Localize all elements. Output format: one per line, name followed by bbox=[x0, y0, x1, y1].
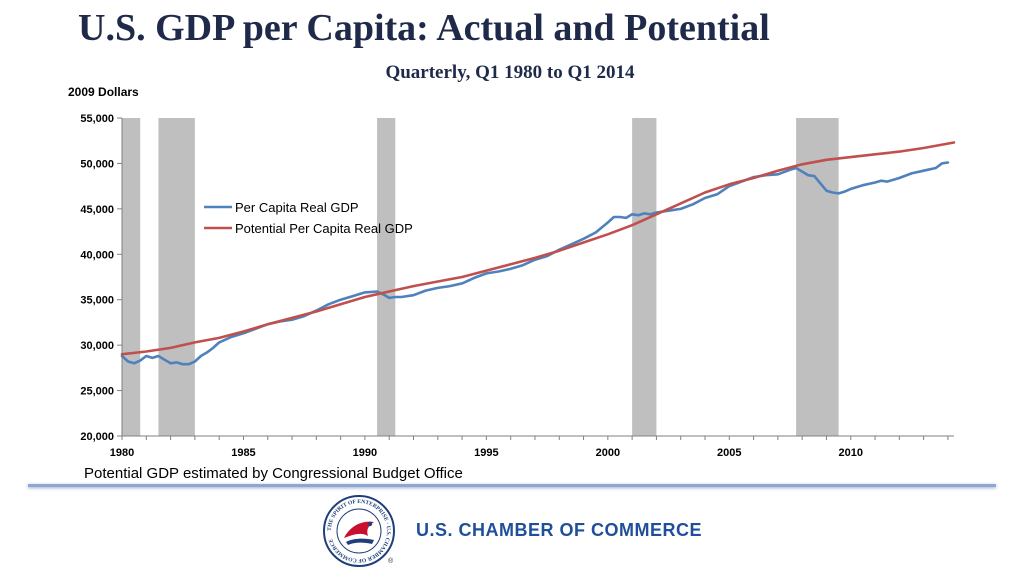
legend-label-1: Potential Per Capita Real GDP bbox=[235, 221, 413, 236]
page-subtitle: Quarterly, Q1 1980 to Q1 2014 bbox=[385, 62, 635, 83]
y-tick-label: 40,000 bbox=[80, 249, 114, 261]
gdp-chart: 20,000 25,000 30,000 35,000 40,000 45,000 50,0… bbox=[80, 113, 956, 459]
organization-name: U.S. CHAMBER OF COMMERCE bbox=[416, 520, 702, 540]
recession-band-2 bbox=[377, 118, 396, 436]
legend-label-0: Per Capita Real GDP bbox=[235, 200, 359, 215]
footer-divider bbox=[28, 484, 996, 487]
x-tick-label: 2010 bbox=[839, 447, 863, 459]
recession-band-4 bbox=[796, 118, 839, 436]
x-tick-label: 1980 bbox=[110, 447, 134, 459]
y-tick-label: 20,000 bbox=[80, 431, 114, 443]
y-tick-label: 45,000 bbox=[80, 204, 114, 216]
chart-series bbox=[120, 141, 956, 366]
y-tick-label: 35,000 bbox=[80, 295, 114, 307]
recession-band-3 bbox=[632, 118, 657, 436]
y-tick-label: 50,000 bbox=[80, 158, 114, 170]
seal-icon: THE SPIRIT OF ENTERPRISE · U.S. CHAMBER … bbox=[323, 495, 395, 567]
chart-legend: Per Capita Real GDP Potential Per Capita … bbox=[204, 200, 413, 236]
x-tick-label: 1990 bbox=[353, 447, 377, 459]
recession-bands bbox=[122, 118, 839, 436]
y-axis-label: 2009 Dollars bbox=[68, 85, 139, 99]
series-line-1 bbox=[120, 141, 956, 356]
page-title: U.S. GDP per Capita: Actual and Potentia… bbox=[78, 7, 770, 49]
y-tick-label: 30,000 bbox=[80, 340, 114, 352]
series-line-0 bbox=[120, 161, 950, 366]
chart-axes: 20,000 25,000 30,000 35,000 40,000 45,000 50,0… bbox=[80, 113, 954, 459]
chamber-seal-logo: THE SPIRIT OF ENTERPRISE · U.S. CHAMBER … bbox=[322, 494, 396, 568]
x-tick-label: 2000 bbox=[596, 447, 620, 459]
registered-mark: ® bbox=[388, 558, 394, 565]
x-tick-label: 1995 bbox=[474, 447, 498, 459]
recession-band-1 bbox=[158, 118, 195, 436]
y-tick-label: 25,000 bbox=[80, 386, 114, 398]
x-tick-label: 2005 bbox=[717, 447, 741, 459]
y-tick-label: 55,000 bbox=[80, 113, 114, 125]
recession-band-0 bbox=[122, 118, 141, 436]
source-note: Potential GDP estimated by Congressional… bbox=[84, 465, 463, 482]
x-tick-label: 1985 bbox=[231, 447, 255, 459]
